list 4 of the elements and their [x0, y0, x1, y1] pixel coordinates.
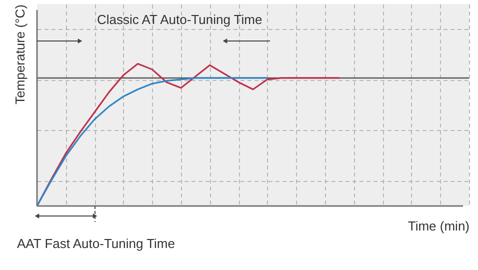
text: Classic AT Auto-Tuning Time [97, 12, 262, 27]
y-axis-title: Temperature (°C) [12, 4, 28, 104]
text: AAT Fast Auto-Tuning Time [17, 236, 175, 251]
x-axis-title: Time (min) [408, 218, 470, 234]
